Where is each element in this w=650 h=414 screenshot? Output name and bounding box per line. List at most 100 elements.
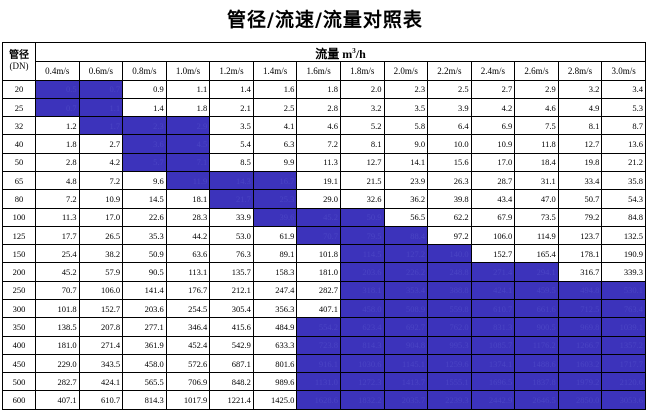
flow-cell: 57.9 — [78, 262, 124, 282]
flow-cell: 67.9 — [470, 207, 516, 227]
flow-cell: 14.5 — [122, 189, 167, 209]
dn-cell: 600 — [2, 390, 36, 410]
flow-cell: 123.7 — [557, 225, 603, 246]
table-row: 400 181.0 271.4 361.9 452.4 542.9 633.3 723.8 81… — [2, 335, 646, 355]
flow-cell: 1266.7 — [557, 335, 603, 355]
flow-cell: 181.0 — [35, 335, 80, 355]
flow-cell: 1085.7 — [470, 335, 516, 355]
flow-cell: 63.6 — [165, 244, 211, 264]
flow-cell: 10.0 — [427, 134, 472, 154]
flow-cell: 989.6 — [252, 372, 298, 392]
flow-cell: 1696.5 — [470, 372, 516, 392]
flow-cell: 4.9 — [557, 97, 603, 118]
flow-cell: 353.4 — [383, 280, 429, 301]
table-row: 125 17.7 26.5 35.3 44.2 53.0 61.9 70.7 79.5 88.4 9… — [2, 225, 646, 246]
flow-cell: 141.4 — [122, 280, 167, 301]
flow-cell: 16.7 — [252, 171, 298, 191]
flow-cell: 113.1 — [165, 262, 211, 282]
flow-cell: 904.8 — [383, 335, 429, 355]
flow-cell: 21.7 — [209, 189, 254, 209]
dn-cell: 250 — [2, 280, 36, 301]
speed-header: 2.6m/s — [514, 61, 559, 81]
flow-cell: 178.1 — [557, 244, 603, 264]
flow-cell: 559.8 — [427, 299, 472, 319]
flow-cell: 848.2 — [209, 372, 254, 392]
flow-cell: 0.5 — [35, 79, 80, 99]
flow-cell: 11.3 — [35, 207, 80, 227]
flow-cell: 459.5 — [514, 280, 559, 301]
flow-cell: 5.7 — [122, 152, 167, 173]
flow-cell: 4.8 — [35, 171, 80, 191]
flow-cell: 1357.2 — [601, 335, 646, 355]
flow-cell: 101.8 — [35, 299, 80, 319]
flow-cell: 1.1 — [78, 97, 124, 118]
flow-cell: 229.0 — [35, 353, 80, 374]
flow-cell: 692.7 — [383, 317, 429, 337]
flow-cell: 1145.1 — [383, 353, 429, 374]
flow-cell: 254.5 — [165, 299, 211, 319]
flow-cell: 89.1 — [252, 244, 298, 264]
flow-cell: 458.0 — [339, 299, 385, 319]
flow-cell: 3.2 — [557, 79, 603, 99]
flow-cell: 13.6 — [601, 134, 646, 154]
flow-cell: 1.7 — [78, 116, 124, 136]
flow-cell: 1259.6 — [427, 353, 472, 374]
flow-cell: 661.6 — [514, 299, 559, 319]
flow-cell: 969.8 — [557, 317, 603, 337]
flow-sup: 3 — [352, 46, 356, 55]
flow-cell: 0.9 — [122, 79, 167, 99]
dn-label: 管径 — [9, 50, 29, 62]
flow-cell: 5.3 — [601, 97, 646, 118]
flow-cell: 3053.6 — [601, 390, 646, 410]
flow-cell: 1413.7 — [383, 372, 429, 392]
flow-cell: 1.1 — [165, 79, 211, 99]
flow-cell: 6.4 — [427, 116, 472, 136]
flow-cell: 565.5 — [122, 372, 167, 392]
flow-cell: 633.3 — [252, 335, 298, 355]
flow-cell: 76.3 — [209, 244, 254, 264]
flow-cell: 1176.2 — [514, 335, 559, 355]
flow-cell: 1131.0 — [296, 372, 341, 392]
flow-cell: 1.4 — [122, 97, 167, 118]
flow-cell: 4.2 — [78, 152, 124, 173]
flow-cell: 2.1 — [209, 97, 254, 118]
flow-cell: 294.1 — [514, 262, 559, 282]
flow-cell: 114.5 — [339, 244, 385, 264]
speed-header: 1.2m/s — [209, 61, 254, 81]
flow-cell: 207.8 — [78, 317, 124, 337]
flow-cell: 407.1 — [35, 390, 80, 410]
flow-cell: 1017.9 — [165, 390, 211, 410]
speed-header: 1.0m/s — [165, 61, 211, 81]
flow-cell: 814.3 — [122, 390, 167, 410]
flow-cell: 1039.1 — [601, 317, 646, 337]
flow-cell: 1.2 — [35, 116, 80, 136]
flow-cell: 31.1 — [514, 171, 559, 191]
flow-cell: 3.2 — [339, 97, 385, 118]
flow-cell: 1832.2 — [339, 390, 385, 410]
flow-label: 流量 m — [315, 46, 353, 61]
flow-cell: 152.7 — [78, 299, 124, 319]
speed-header: 0.8m/s — [122, 61, 167, 81]
flow-cell: 508.9 — [383, 299, 429, 319]
flow-cell: 1.8 — [35, 134, 80, 154]
flow-cell: 11.9 — [165, 171, 211, 191]
flow-cell: 19.8 — [557, 152, 603, 173]
flow-cell: 814.3 — [339, 335, 385, 355]
dn-header: 管径 (DN) — [2, 42, 36, 81]
dn-cell: 65 — [2, 171, 36, 191]
flow-cell: 2.8 — [35, 152, 80, 173]
flow-cell: 88.4 — [383, 225, 429, 246]
flow-cell: 79.2 — [557, 207, 603, 227]
flow-cell: 452.4 — [165, 335, 211, 355]
flow-cell: 47.0 — [514, 189, 559, 209]
flow-cell: 9.9 — [252, 152, 298, 173]
flow-cell: 56.5 — [383, 207, 429, 227]
flow-cell: 2.5 — [252, 97, 298, 118]
dn-sub-label: (DN) — [9, 61, 29, 72]
flow-cell: 18.4 — [514, 152, 559, 173]
flow-cell: 1272.3 — [339, 372, 385, 392]
flow-cell: 1030.6 — [339, 353, 385, 374]
flow-cell: 572.6 — [165, 353, 211, 374]
flow-cell: 8.1 — [557, 116, 603, 136]
flow-cell: 14.3 — [209, 171, 254, 191]
